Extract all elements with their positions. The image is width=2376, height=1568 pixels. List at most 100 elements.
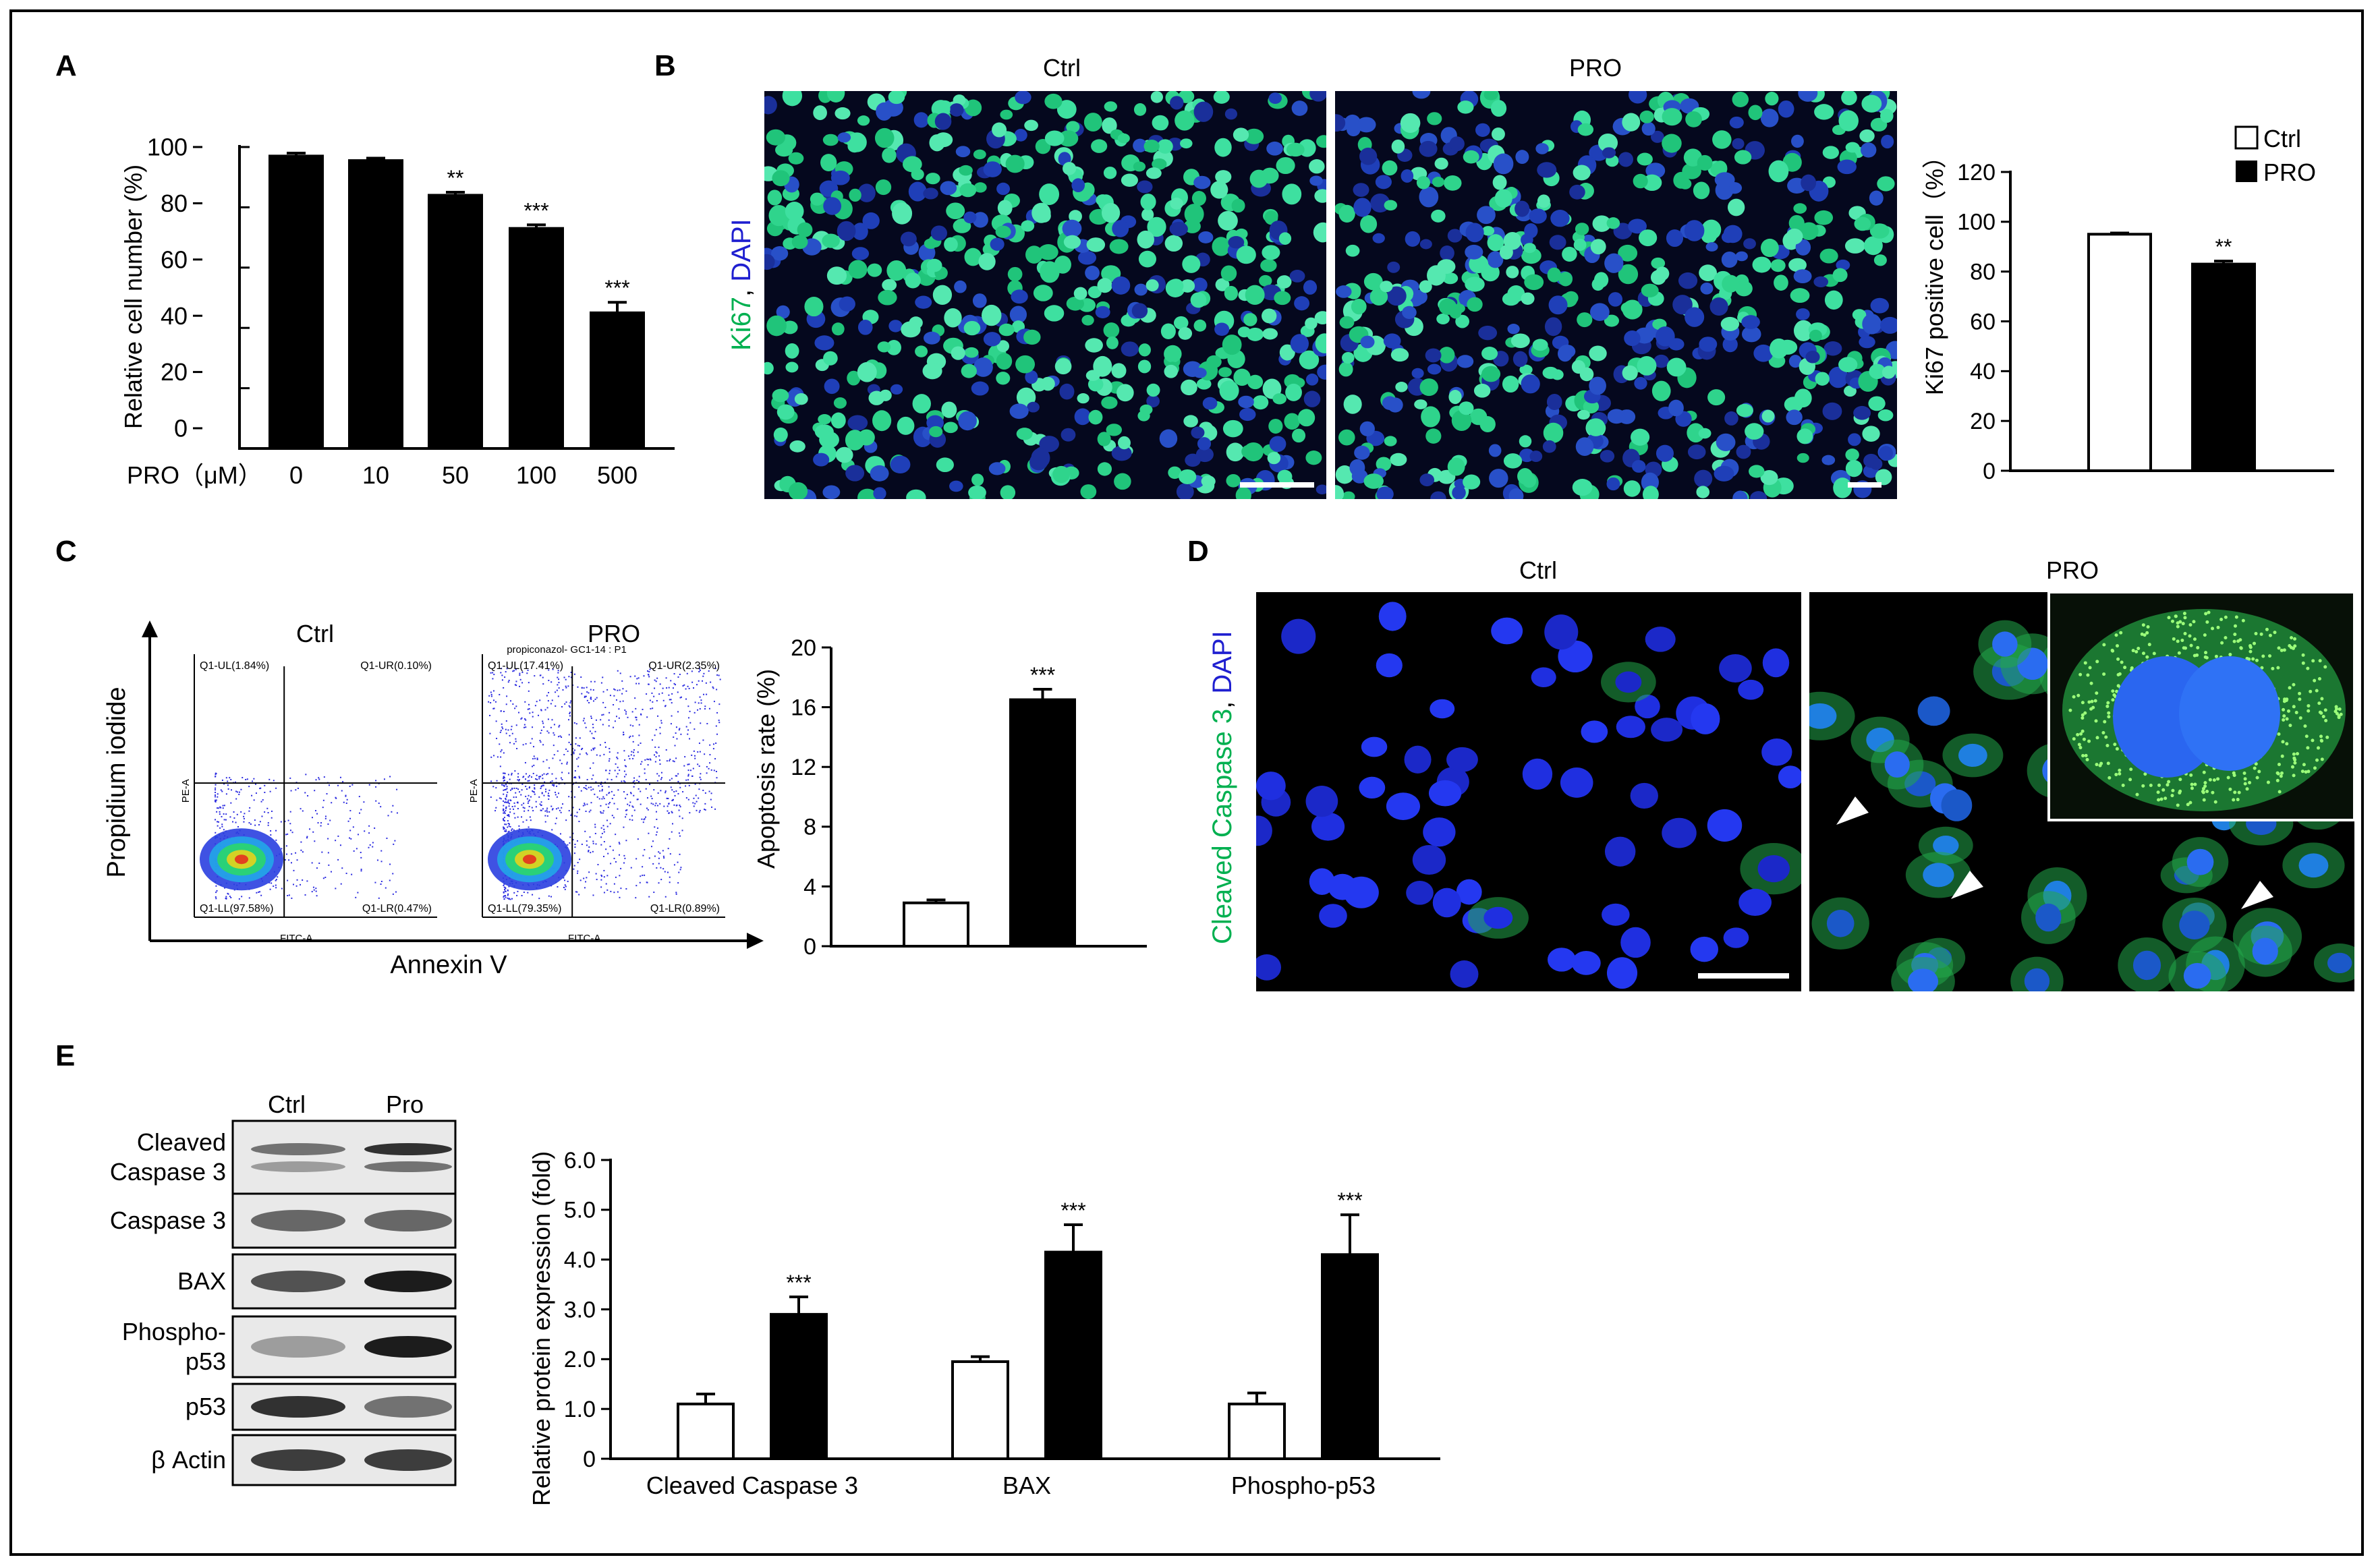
stain-separator: ,: [1208, 694, 1237, 709]
inset-puncta: [2208, 778, 2212, 782]
flow-event: [602, 714, 604, 716]
flow-event: [664, 790, 667, 792]
flow-event: [658, 747, 660, 749]
flow-event: [320, 825, 322, 827]
nucleus: [1814, 104, 1834, 120]
flow-event: [679, 673, 681, 675]
flow-event: [673, 761, 675, 763]
flow-event: [568, 810, 570, 812]
flow-event: [602, 701, 604, 703]
flow-event: [515, 741, 517, 743]
flow-event: [526, 672, 528, 674]
flow-event: [517, 779, 519, 781]
flow-event: [626, 809, 628, 811]
flow-event: [595, 719, 597, 721]
flow-event: [558, 682, 560, 684]
flow-event: [369, 844, 371, 846]
flow-event: [507, 815, 509, 817]
flow-event: [342, 781, 344, 783]
nucleus: [1097, 432, 1111, 446]
nucleus: [1455, 314, 1469, 328]
nucleus: [1589, 345, 1607, 361]
flow-event: [656, 867, 658, 869]
flow-event: [521, 789, 523, 791]
inset-puncta: [2319, 711, 2323, 715]
nucleus: [857, 183, 876, 202]
inset-puncta: [2129, 767, 2133, 772]
nucleus: [1515, 150, 1529, 165]
flow-event: [703, 672, 705, 674]
panel-b-ctrl-title: Ctrl: [1043, 54, 1081, 82]
flow-event: [553, 785, 555, 787]
nucleus: [857, 488, 878, 499]
flow-event: [696, 801, 698, 803]
flow-event: [539, 674, 541, 676]
flow-event: [307, 794, 309, 796]
flow-event: [584, 804, 586, 806]
nucleus: [1618, 409, 1636, 424]
nucleus: [1335, 485, 1345, 499]
nucleus: [1391, 139, 1405, 154]
flow-event: [665, 677, 667, 679]
flow-event: [687, 774, 689, 776]
flow-event: [591, 778, 593, 780]
blot-band: [251, 1271, 345, 1292]
inset-puncta: [2298, 697, 2302, 701]
flow-event: [503, 805, 505, 807]
inset-puncta: [2172, 637, 2176, 641]
flow-event: [360, 852, 362, 854]
flow-event: [680, 867, 682, 869]
inset-puncta: [2099, 761, 2103, 765]
flow-event: [567, 750, 569, 752]
nucleus: [1492, 175, 1507, 190]
flow-event: [525, 743, 527, 745]
flow-event: [653, 695, 655, 697]
nucleus: [1447, 457, 1465, 476]
nucleus: [1360, 335, 1375, 349]
flow-event: [271, 817, 273, 819]
nucleus: [1192, 277, 1208, 293]
flow-event: [254, 819, 256, 821]
flow-event: [546, 695, 548, 697]
nucleus: [1861, 94, 1882, 113]
nucleus: [922, 362, 942, 380]
nucleus: [1256, 954, 1282, 981]
nucleus: [813, 105, 827, 121]
nucleus: [824, 378, 840, 395]
nucleus: [892, 202, 913, 225]
panel-a-ytick-label: 60: [161, 245, 188, 273]
flow-event: [596, 754, 598, 756]
flow-event: [505, 671, 507, 673]
inset-puncta: [2205, 620, 2209, 624]
flow-event: [679, 804, 681, 806]
flow-event: [611, 798, 613, 800]
nucleus: [1380, 281, 1393, 293]
flow-event: [676, 775, 678, 777]
inset-puncta: [2285, 742, 2289, 746]
flow-event: [621, 693, 623, 695]
inset-puncta: [2300, 770, 2304, 774]
flow-event: [635, 716, 637, 718]
flow-event: [696, 809, 698, 811]
flow-event: [503, 809, 505, 811]
flow-event: [519, 674, 521, 676]
nucleus: [1284, 413, 1301, 430]
blot-row-label: BAX: [177, 1267, 226, 1295]
flow-event: [269, 790, 271, 792]
flow-event: [374, 881, 376, 883]
nucleus: [1405, 231, 1421, 247]
flow-event: [592, 774, 594, 776]
flow-event: [215, 784, 217, 786]
inset-puncta: [2170, 619, 2174, 623]
flow-pro-title: PRO: [588, 620, 640, 647]
flow-event: [521, 783, 524, 785]
nucleus: [1512, 351, 1528, 368]
flow-event: [581, 843, 583, 845]
flow-event: [619, 896, 621, 898]
blot-band: [364, 1449, 452, 1471]
flow-event: [525, 786, 527, 788]
nucleus: [1222, 335, 1242, 355]
nucleus: [944, 308, 962, 328]
flow-event: [699, 670, 701, 672]
inset-puncta: [2095, 763, 2099, 767]
